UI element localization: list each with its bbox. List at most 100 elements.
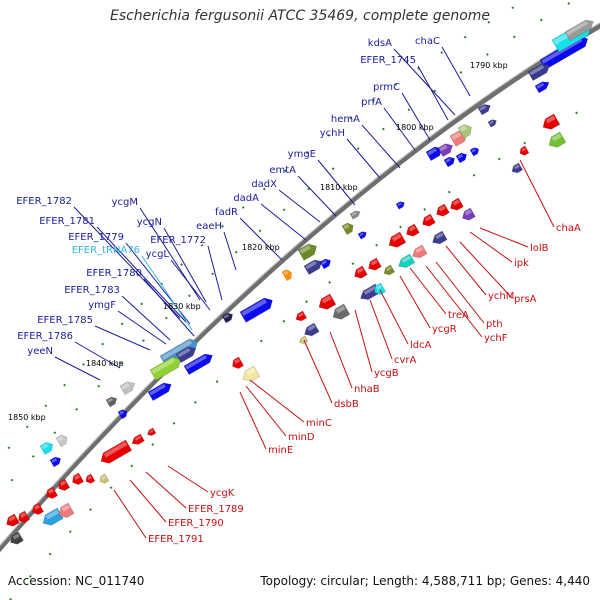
gene-feature (469, 147, 479, 157)
gene-feature (6, 513, 20, 527)
gene-feature (534, 81, 550, 94)
tick-label: 1810 kbp (320, 183, 358, 192)
gene-feature (239, 297, 273, 323)
gene-label: EFER_1790 (168, 518, 224, 529)
gene-feature (58, 502, 75, 518)
gene-feature (383, 264, 396, 276)
gene-feature (297, 243, 317, 261)
gene-label: ycgN (137, 217, 162, 228)
gene-feature (99, 473, 110, 484)
gene-label: EFER_1789 (188, 504, 244, 515)
gene-feature (477, 104, 491, 116)
gene-label: cvrA (394, 355, 417, 366)
gene-label: minD (288, 432, 315, 443)
gene-feature (443, 156, 455, 168)
gene-label: ychF (484, 333, 508, 344)
gene-label: dadX (251, 179, 277, 190)
gene-label: EFER_1785 (37, 315, 93, 326)
gene-label: ycgM (112, 197, 138, 208)
gene-leader-line (435, 261, 485, 324)
gene-feature (303, 259, 323, 276)
gene-leader-line (94, 325, 151, 351)
gene-feature (72, 472, 85, 485)
gene-feature (131, 433, 145, 445)
gene-label: hemA (331, 114, 360, 125)
gene-feature (527, 63, 550, 82)
gene-leader-line (54, 356, 101, 381)
gene-feature (406, 223, 420, 237)
gene-label: ycgB (374, 368, 399, 379)
gene-label: minC (306, 418, 332, 429)
gene-label: EFER_1772 (150, 235, 206, 246)
gene-leader-line (445, 245, 487, 296)
gene-feature (511, 162, 524, 174)
gene-leader-line (249, 379, 305, 423)
gene-feature (412, 244, 428, 259)
gene-label: ymgE (288, 149, 316, 160)
gene-label: prfA (361, 97, 382, 108)
gene-feature (18, 510, 31, 523)
gene-leader-line (417, 65, 449, 121)
gene-leader-line (74, 341, 121, 369)
genome-summary-text: Topology: circular; Length: 4,588,711 bp… (260, 574, 590, 588)
gene-label: yeeN (27, 346, 53, 357)
gene-leader-line (401, 92, 431, 141)
gene-label: EFER_1783 (64, 285, 120, 296)
tick-label: 1830 kbp (163, 302, 201, 311)
gene-leader-line (425, 265, 483, 338)
gene-leader-line (479, 227, 529, 248)
gene-leader-line (129, 479, 167, 523)
gene-feature (55, 434, 68, 448)
gene-feature (318, 293, 337, 310)
gene-label: EFER_1745 (360, 55, 416, 66)
gene-leader-line (379, 289, 409, 345)
gene-label: ycgL (146, 249, 170, 260)
gene-feature (117, 409, 128, 420)
gene-label: lolB (530, 243, 549, 254)
gene-feature (147, 427, 157, 436)
gene-feature (332, 303, 351, 320)
gene-feature (32, 502, 45, 515)
gene-leader-line (207, 245, 223, 301)
gene-feature (341, 222, 354, 236)
gene-feature (183, 353, 213, 376)
gene-feature (42, 507, 64, 526)
gene-leader-line (441, 46, 471, 97)
gene-leader-line (399, 275, 431, 329)
gene-leader-line (369, 299, 393, 360)
gene-feature (542, 113, 561, 130)
gene-feature (281, 269, 292, 282)
gene-feature (450, 197, 464, 211)
gene-feature (100, 439, 133, 464)
gene-feature (175, 346, 197, 364)
gene-leader-line (170, 259, 211, 311)
gene-label: EFER_1781 (39, 216, 95, 227)
gene-feature (437, 143, 453, 158)
gene-feature (349, 210, 361, 220)
gene-leader-line (239, 217, 283, 261)
gene-feature (39, 442, 54, 456)
gene-feature (357, 231, 367, 240)
gene-feature (436, 203, 450, 217)
gene-label: fadR (215, 207, 238, 218)
gene-feature (395, 201, 405, 210)
gene-leader-line (393, 48, 456, 116)
gene-feature (242, 365, 261, 382)
gene-label: chaA (556, 223, 581, 234)
gene-feature (564, 19, 594, 42)
tick-label: 1850 kbp (8, 413, 46, 422)
gene-leader-line (383, 107, 416, 151)
gene-label: dsbB (334, 399, 359, 410)
gene-label: ldcA (410, 340, 432, 351)
gene-feature (455, 152, 467, 164)
gene-leader-line (167, 465, 209, 493)
gene-feature (548, 131, 567, 148)
gene-features (6, 19, 594, 545)
gene-leader-line (329, 331, 353, 389)
genome-backbone-highlight (0, 22, 600, 547)
gene-leader-line (245, 385, 287, 437)
gene-feature (462, 207, 476, 221)
gene-feature (432, 230, 448, 245)
